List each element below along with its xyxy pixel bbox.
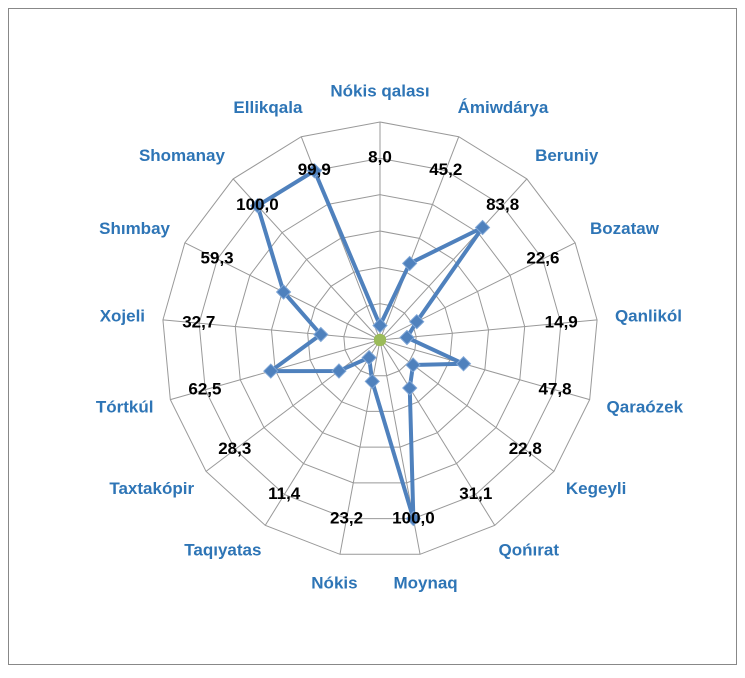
category-label: Bozataw bbox=[590, 219, 660, 238]
spoke bbox=[379, 339, 496, 526]
marker bbox=[405, 510, 422, 527]
value-label: 22,6 bbox=[526, 248, 559, 267]
value-label: 99,9 bbox=[298, 160, 331, 179]
grid-ring bbox=[198, 157, 562, 520]
series-line bbox=[255, 168, 485, 521]
marker bbox=[249, 198, 266, 214]
grid-ring bbox=[270, 230, 490, 448]
category-label: Tórtkúl bbox=[96, 397, 154, 416]
value-label: 11,4 bbox=[268, 484, 301, 503]
marker bbox=[372, 317, 388, 334]
category-label: Nókis qalası bbox=[330, 81, 429, 100]
category-label: Ellikqala bbox=[233, 98, 303, 117]
marker bbox=[455, 356, 472, 372]
spoke bbox=[205, 339, 381, 472]
value-label: 32,7 bbox=[182, 313, 215, 332]
category-label: Shomanay bbox=[139, 146, 226, 165]
marker bbox=[331, 363, 347, 379]
marker bbox=[306, 163, 323, 179]
value-label: 62,5 bbox=[188, 379, 221, 398]
value-label: 22,8 bbox=[509, 439, 542, 458]
category-label: Qanlikól bbox=[615, 307, 682, 326]
value-label: 31,1 bbox=[459, 484, 492, 503]
marker bbox=[402, 380, 418, 396]
value-label: 45,2 bbox=[429, 160, 462, 179]
value-label: 59,3 bbox=[201, 248, 234, 267]
spoke bbox=[379, 136, 460, 341]
grid-ring bbox=[162, 121, 598, 555]
category-label: Qaraózek bbox=[607, 397, 684, 416]
category-label: Taxtakópir bbox=[109, 479, 194, 498]
marker bbox=[374, 334, 386, 346]
category-label: Qońırat bbox=[499, 540, 560, 559]
marker bbox=[409, 313, 425, 330]
marker bbox=[364, 373, 380, 390]
marker bbox=[474, 219, 491, 236]
spoke bbox=[379, 178, 528, 341]
category-label: Xojeli bbox=[100, 307, 145, 326]
value-label: 83,8 bbox=[486, 195, 519, 214]
value-label: 28,3 bbox=[218, 439, 251, 458]
category-label: Nókis bbox=[311, 573, 357, 592]
marker bbox=[275, 284, 292, 300]
marker bbox=[401, 255, 418, 272]
spoke bbox=[379, 319, 598, 341]
value-label: 47,8 bbox=[539, 379, 572, 398]
value-label: 8,0 bbox=[368, 147, 392, 166]
category-label: Shımbay bbox=[99, 219, 170, 238]
marker bbox=[361, 349, 377, 366]
spoke bbox=[379, 339, 590, 401]
category-label: Ámiwdárya bbox=[458, 98, 549, 117]
value-label: 100,0 bbox=[236, 195, 279, 214]
marker bbox=[313, 326, 329, 343]
marker bbox=[399, 329, 415, 346]
spoke bbox=[264, 339, 381, 526]
spoke bbox=[162, 319, 381, 341]
category-label: Beruniy bbox=[535, 146, 599, 165]
value-label: 23,2 bbox=[330, 508, 363, 527]
marker bbox=[263, 363, 279, 379]
grid-ring bbox=[234, 194, 526, 484]
category-label: Moynaq bbox=[393, 573, 457, 592]
category-label: Taqıyatas bbox=[184, 540, 261, 559]
marker bbox=[405, 357, 421, 373]
value-label: 14,9 bbox=[545, 313, 578, 332]
value-label: 100,0 bbox=[392, 508, 435, 527]
category-label: Kegeyli bbox=[566, 479, 626, 498]
